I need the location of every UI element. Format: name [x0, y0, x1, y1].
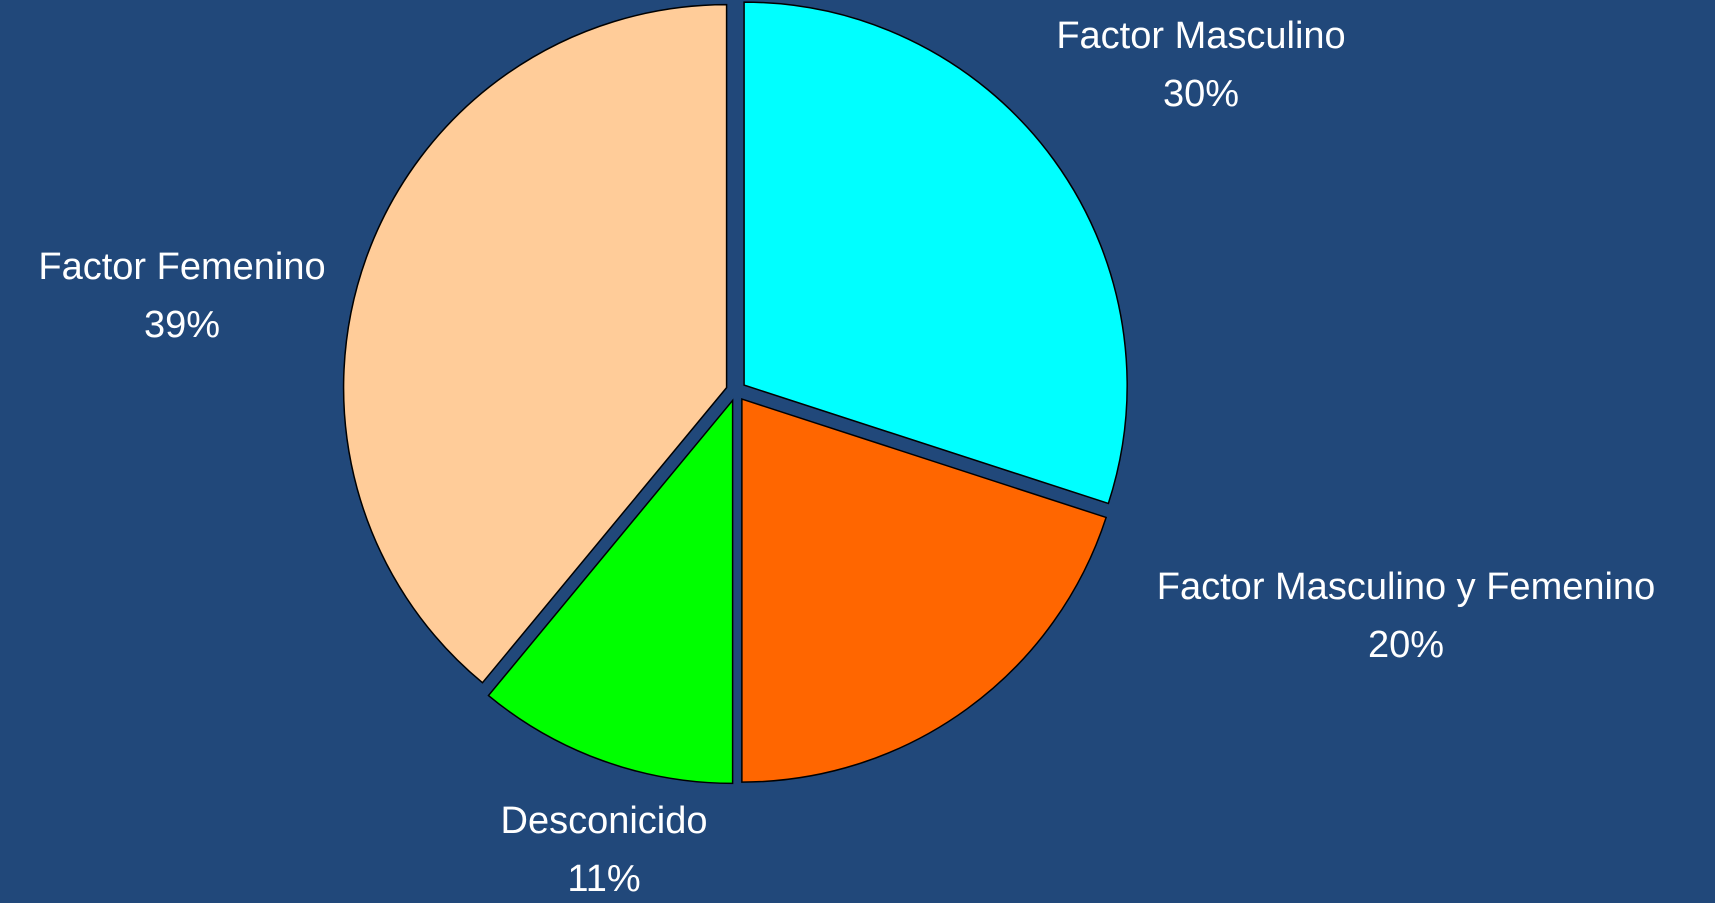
slice-label: Factor Femenino	[38, 246, 325, 288]
slice-label: Factor Masculino	[1056, 15, 1345, 57]
slice-value-label: 20%	[1368, 624, 1444, 666]
slice-label: Desconicido	[501, 800, 708, 842]
slice-value-label: 30%	[1163, 73, 1239, 115]
slice-value-label: 39%	[144, 304, 220, 346]
pie-slice	[342, 3, 728, 684]
pie-slice	[487, 398, 734, 785]
pie-slice	[743, 1, 1128, 505]
slice-value-label: 11%	[567, 858, 640, 900]
pie-slice	[741, 398, 1108, 783]
slice-label: Factor Masculino y Femenino	[1157, 566, 1655, 608]
